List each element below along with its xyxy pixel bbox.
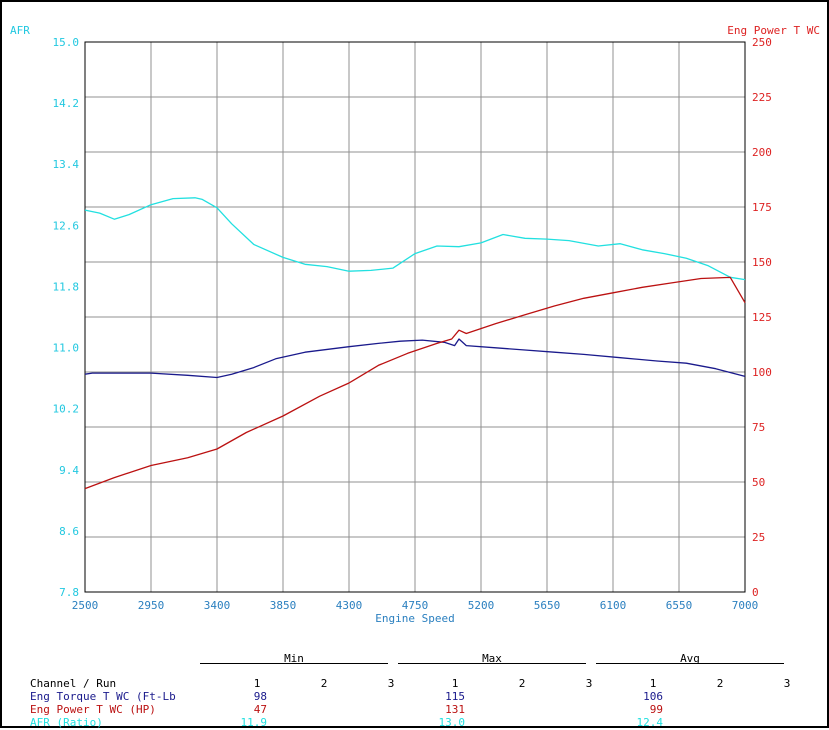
- right-tick-label: 200: [752, 146, 772, 159]
- x-axis-label: Engine Speed: [375, 612, 454, 625]
- left-tick-label: 14.2: [53, 97, 80, 110]
- x-tick-label: 2500: [72, 599, 99, 612]
- left-tick-label: 7.8: [59, 586, 79, 599]
- right-tick-label: 25: [752, 531, 765, 544]
- series-lines: [84, 197, 746, 490]
- series-line-afr-ratio: [84, 197, 746, 281]
- left-tick-label: 10.2: [53, 403, 80, 416]
- x-tick-label: 6100: [600, 599, 627, 612]
- left-tick-label: 11.0: [53, 342, 80, 355]
- left-tick-label: 15.0: [53, 36, 80, 49]
- right-tick-label: 250: [752, 36, 772, 49]
- right-tick-label: 125: [752, 311, 772, 324]
- x-tick-label: 3400: [204, 599, 231, 612]
- x-tick-label: 4750: [402, 599, 429, 612]
- x-tick-label: 5650: [534, 599, 561, 612]
- x-axis-ticks: 2500 2950 3400 3850 4300 4750 5200 5650 6100 6550…: [72, 599, 759, 612]
- left-tick-label: 11.8: [53, 280, 80, 293]
- plot-border: [84, 41, 746, 593]
- left-tick-label: 13.4: [53, 158, 80, 171]
- right-tick-label: 150: [752, 256, 772, 269]
- x-tick-label: 7000: [732, 599, 759, 612]
- x-tick-label: 6550: [666, 599, 693, 612]
- right-tick-label: 100: [752, 366, 772, 379]
- left-tick-label: 12.6: [53, 219, 80, 232]
- left-axis-title: AFR: [10, 24, 30, 37]
- right-tick-label: 50: [752, 476, 765, 489]
- x-tick-label: 4300: [336, 599, 363, 612]
- grid: [84, 41, 746, 593]
- series-line-eng-torque-t-wc-ft-lb: [84, 338, 746, 379]
- right-axis-ticks: 0 25 50 75 100 125 150 175 200 225 250: [752, 36, 772, 599]
- right-tick-label: 75: [752, 421, 765, 434]
- series-line-eng-power-t-wc-hp: [84, 276, 746, 490]
- right-tick-label: 175: [752, 201, 772, 214]
- left-tick-label: 8.6: [59, 525, 79, 538]
- x-tick-label: 2950: [138, 599, 165, 612]
- x-tick-label: 5200: [468, 599, 495, 612]
- left-axis-ticks: 7.8 8.6 9.4 10.2 11.0 11.8 12.6 13.4 14.2 15.0: [53, 36, 80, 599]
- right-tick-label: 0: [752, 586, 759, 599]
- x-tick-label: 3850: [270, 599, 297, 612]
- left-tick-label: 9.4: [59, 464, 79, 477]
- right-tick-label: 225: [752, 91, 772, 104]
- right-axis-title: Eng Power T WC: [727, 24, 820, 37]
